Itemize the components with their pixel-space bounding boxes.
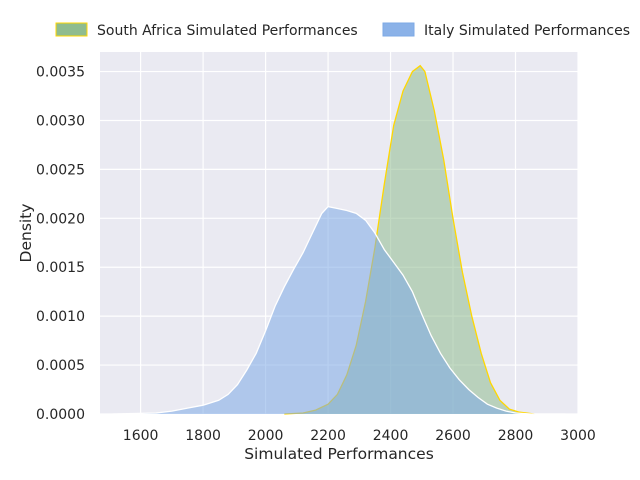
y-tick-label: 0.0015 bbox=[36, 260, 85, 276]
y-tick-label: 0.0030 bbox=[36, 113, 85, 129]
italy-legend-label: Italy Simulated Performances bbox=[424, 23, 630, 39]
italy-density-area bbox=[112, 206, 566, 414]
south-legend-label: South Africa Simulated Performances bbox=[97, 23, 358, 39]
x-tick-label: 2200 bbox=[310, 428, 346, 444]
y-tick-label: 0.0005 bbox=[36, 358, 85, 374]
x-tick-label: 2600 bbox=[435, 428, 471, 444]
y-tick-label: 0.0025 bbox=[36, 162, 85, 178]
x-tick-label: 2000 bbox=[248, 428, 284, 444]
y-axis-label: Density bbox=[17, 204, 35, 263]
x-tick-label: 1800 bbox=[185, 428, 221, 444]
x-tick-label: 3000 bbox=[560, 428, 596, 444]
y-tick-label: 0.0010 bbox=[36, 309, 85, 325]
south-density-area bbox=[284, 65, 535, 414]
y-tick-label: 0.0000 bbox=[36, 407, 85, 423]
italy-legend-swatch bbox=[382, 22, 415, 37]
south-legend-swatch bbox=[55, 22, 88, 37]
italy-density-line bbox=[112, 205, 566, 415]
y-axis-ticks: 0.0000 0.0005 0.0010 0.0015 0.0020 0.0025 0.00… bbox=[36, 65, 85, 423]
x-tick-label: 1600 bbox=[123, 428, 159, 444]
legend: South Africa Simulated Performances Italy… bbox=[55, 22, 630, 39]
y-tick-label: 0.0020 bbox=[36, 211, 85, 227]
x-axis-ticks: 1600 1800 2000 2200 2400 2600 2800 3000 bbox=[123, 428, 596, 444]
density-areas bbox=[112, 64, 566, 415]
y-tick-label: 0.0035 bbox=[36, 65, 85, 81]
x-tick-label: 2800 bbox=[498, 428, 534, 444]
x-tick-label: 2400 bbox=[373, 428, 409, 444]
x-axis-label: Simulated Performances bbox=[244, 445, 434, 463]
